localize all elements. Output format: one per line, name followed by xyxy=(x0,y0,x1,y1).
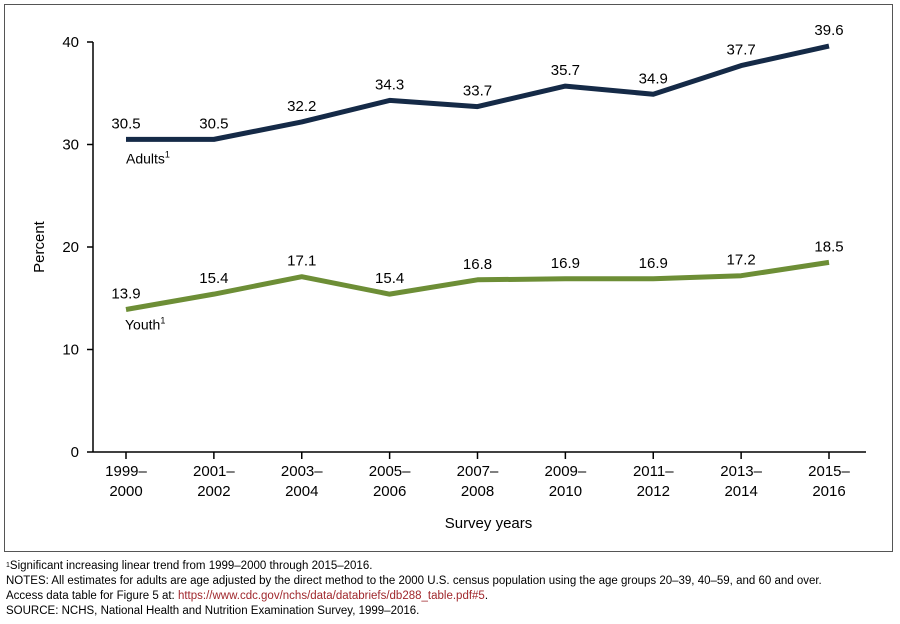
series-group: 30.5 30.5 32.2 34.3 33.7 35.7 34.9 37.7 39.6 Adul… xyxy=(111,22,843,332)
access-prefix: Access data table for Figure 5 at: xyxy=(6,590,178,602)
x-tick-label: 2001– 2002 xyxy=(193,463,235,500)
data-label: 16.9 xyxy=(639,255,668,272)
data-label: 34.9 xyxy=(639,70,668,87)
data-label: 13.9 xyxy=(111,286,140,303)
data-label: 18.5 xyxy=(814,238,843,255)
data-label: 32.2 xyxy=(287,98,316,115)
figure-frame xyxy=(4,4,893,552)
x-tick-label: 1999– 2000 xyxy=(105,463,147,500)
x-tick-label: 2015– 2016 xyxy=(808,463,850,500)
data-label: 15.4 xyxy=(375,270,404,287)
x-tick-label: 2003– 2004 xyxy=(281,463,323,500)
footnote-line: 1Significant increasing linear trend fro… xyxy=(6,559,894,574)
y-tick-label: 0 xyxy=(71,444,79,461)
series-youth: 13.9 15.4 17.1 15.4 16.8 16.9 16.9 17.2 18.5 Yout… xyxy=(111,238,843,332)
y-tick-label: 40 xyxy=(62,34,79,51)
data-label: 34.3 xyxy=(375,76,404,93)
y-ticks: 0 10 20 30 40 xyxy=(62,34,93,461)
data-table-link[interactable]: https://www.cdc.gov/nchs/data/databriefs… xyxy=(177,590,485,602)
x-tick-label: 2011– 2012 xyxy=(633,463,674,500)
data-label: 16.8 xyxy=(463,256,492,273)
data-label: 35.7 xyxy=(551,62,580,79)
data-label: 39.6 xyxy=(814,22,843,39)
y-tick-label: 20 xyxy=(62,239,79,256)
y-tick-label: 30 xyxy=(62,137,79,154)
data-label: 15.4 xyxy=(199,270,228,287)
access-suffix: . xyxy=(484,590,489,602)
series-label-youth: Youth1 xyxy=(125,316,165,333)
x-tick-label: 2007– 2008 xyxy=(457,463,499,500)
y-tick-label: 10 xyxy=(62,342,79,359)
notes-block: 1Significant increasing linear trend fro… xyxy=(6,559,894,619)
source-line: SOURCE: NCHS, National Health and Nutrit… xyxy=(6,605,420,617)
x-ticks: 1999– 2000 2001– 2002 2003– 2004 2005– 2006 2007… xyxy=(105,452,851,500)
series-line-adults xyxy=(126,43,830,142)
x-tick-label: 2005– 2006 xyxy=(369,463,411,500)
data-label: 17.1 xyxy=(287,253,316,270)
axes xyxy=(92,42,866,453)
footnote-marker: 1 xyxy=(6,562,10,569)
x-tick-label: 2009– 2010 xyxy=(545,463,587,500)
series-line-youth xyxy=(125,259,830,312)
notes-line: NOTES: All estimates for adults are age … xyxy=(6,575,822,587)
series-label-adults: Adults1 xyxy=(126,149,170,166)
data-label: 30.5 xyxy=(111,115,140,132)
x-tick-label: 2013– 2014 xyxy=(720,463,762,500)
data-label: 17.2 xyxy=(727,252,756,269)
data-label: 37.7 xyxy=(727,42,756,59)
x-axis-title: Survey years xyxy=(445,515,533,532)
y-axis-title: Percent xyxy=(31,220,48,273)
line-chart: 0 10 20 30 40 1999– 2000 2001– 2002 2003– 2004 200… xyxy=(31,22,866,532)
access-line: Access data table for Figure 5 at: https… xyxy=(6,589,894,604)
series-adults: 30.5 30.5 32.2 34.3 33.7 35.7 34.9 37.7 39.6 Adul… xyxy=(111,22,843,166)
data-label: 16.9 xyxy=(551,255,580,272)
data-label: 33.7 xyxy=(463,83,492,100)
footnote-text: Significant increasing linear trend from… xyxy=(9,560,373,572)
data-label: 30.5 xyxy=(199,115,228,132)
